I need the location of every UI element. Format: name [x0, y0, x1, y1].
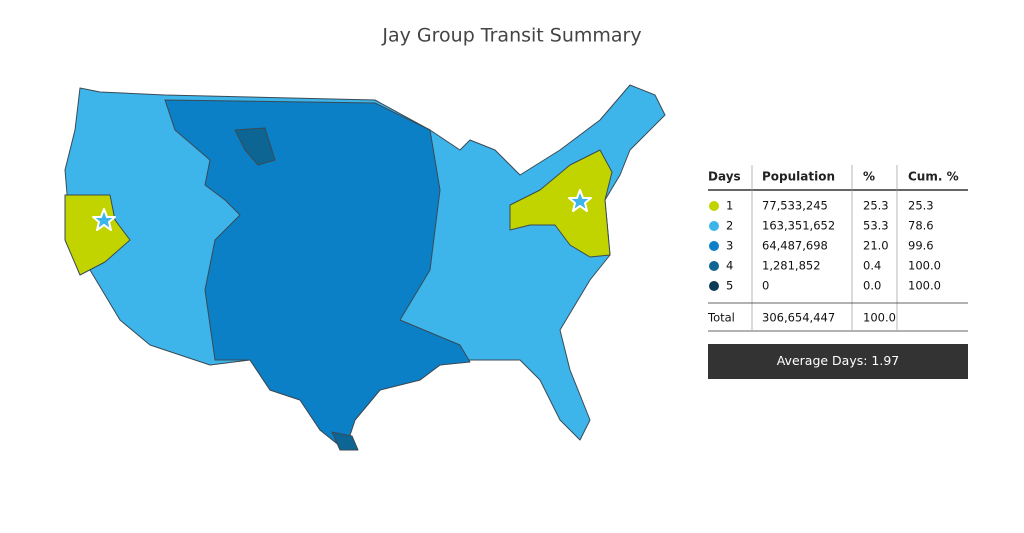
cell: 25.3 [863, 199, 889, 213]
star-east [568, 189, 592, 212]
us-map [64, 84, 666, 451]
legend-dot [709, 281, 719, 291]
region-4-texas [331, 431, 359, 451]
cell: 0.4 [863, 259, 881, 273]
summary-table: Days Population% Cum. % 1 77,533,245 25.3 25.3… [707, 165, 968, 379]
column-header: % [863, 170, 875, 184]
days: 4 [726, 259, 733, 273]
total-label: Total [707, 311, 735, 325]
star-west [92, 208, 116, 231]
column-header: Days [708, 170, 741, 184]
cell: 163,351,652 [762, 219, 835, 233]
cell: 25.3 [908, 199, 934, 213]
cell: 0 [762, 279, 769, 293]
days: 1 [726, 199, 733, 213]
cell: 99.6 [908, 239, 934, 253]
region-3 [164, 99, 471, 451]
cell: 100.0 [863, 311, 896, 325]
cell: 64,487,698 [762, 239, 828, 253]
region-4-montana [234, 127, 276, 166]
legend-dot [709, 261, 719, 271]
title: Jay Group Transit Summary [381, 25, 641, 47]
legend-dot [709, 241, 719, 251]
cell: 100.0 [908, 259, 941, 273]
column-header: Cum. % [908, 170, 959, 184]
cell: 306,654,447 [762, 311, 835, 325]
region-1-east [509, 149, 613, 258]
column-header: Population [762, 170, 835, 184]
cell: 77,533,245 [762, 199, 828, 213]
region-1-west [64, 194, 131, 276]
cell: 53.3 [863, 219, 889, 233]
summary: Average Days: 1.97 [777, 353, 900, 368]
cell: 21.0 [863, 239, 889, 253]
cell: 100.0 [908, 279, 941, 293]
cell: 78.6 [908, 219, 934, 233]
cell: 0.0 [863, 279, 881, 293]
legend-dot [709, 201, 719, 211]
days: 5 [726, 279, 733, 293]
legend-dot [709, 221, 719, 231]
cell: 1,281,852 [762, 259, 821, 273]
summary-bar [708, 344, 968, 379]
days: 3 [726, 239, 733, 253]
days: 2 [726, 219, 733, 233]
